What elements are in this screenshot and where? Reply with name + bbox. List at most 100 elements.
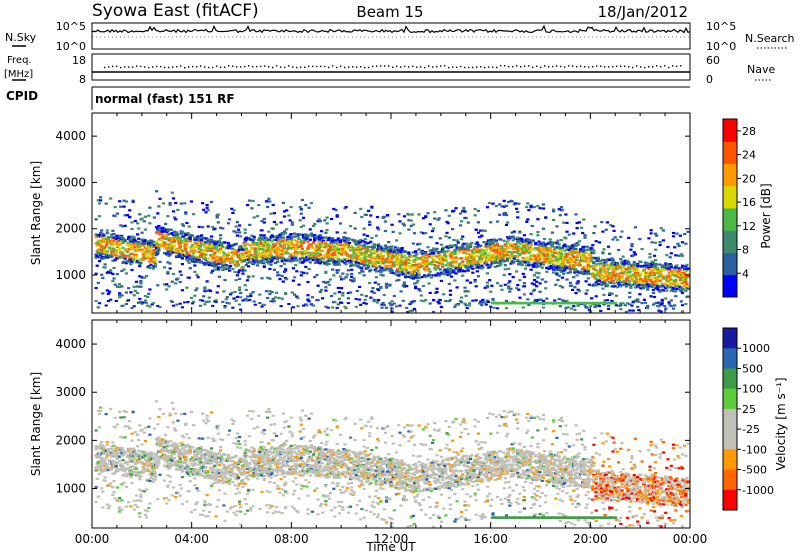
power-cell xyxy=(220,242,224,245)
power-cell xyxy=(495,282,500,285)
power-cell xyxy=(532,288,537,291)
power-cell xyxy=(183,301,187,304)
power-cell xyxy=(390,245,394,248)
power-cell xyxy=(373,281,377,284)
power-cell xyxy=(612,229,616,232)
power-cell xyxy=(104,202,108,205)
power-cell xyxy=(416,269,420,272)
nave-dot xyxy=(168,66,170,69)
power-cell xyxy=(649,295,653,298)
power-cell xyxy=(104,244,108,247)
power-cell xyxy=(504,299,509,302)
power-cell xyxy=(152,216,156,219)
power-cell xyxy=(247,276,251,279)
power-cell xyxy=(272,244,276,248)
power-cell xyxy=(210,253,214,256)
power-cell xyxy=(372,260,376,263)
power-cell xyxy=(166,237,170,240)
power-cell xyxy=(342,277,346,280)
power-cell xyxy=(250,256,254,259)
power-cell xyxy=(529,248,533,251)
power-cell xyxy=(370,252,374,255)
power-cell xyxy=(252,235,256,238)
power-cell xyxy=(388,283,392,286)
power-cell xyxy=(214,299,218,302)
nave-dot xyxy=(120,66,122,69)
power-cell xyxy=(217,239,221,243)
power-cell xyxy=(463,270,467,273)
power-cell xyxy=(466,290,470,293)
power-cell xyxy=(532,274,537,277)
power-cell xyxy=(558,305,562,308)
power-cell xyxy=(347,241,352,244)
power-cell xyxy=(227,251,232,254)
power-cell xyxy=(166,271,170,274)
nave-dot xyxy=(396,65,398,67)
power-cell xyxy=(112,240,116,243)
power-cell xyxy=(317,256,321,259)
power-cell xyxy=(428,291,432,294)
power-cell xyxy=(317,247,321,250)
power-cell xyxy=(244,238,248,241)
nave-dot xyxy=(440,65,442,67)
power-cell xyxy=(612,282,616,285)
power-cell xyxy=(110,233,114,236)
nave-dot xyxy=(564,66,566,68)
power-cell xyxy=(540,266,544,269)
power-cell xyxy=(428,274,432,277)
power-cell xyxy=(307,253,311,256)
power-cell xyxy=(324,231,328,234)
power-cell xyxy=(226,241,230,245)
power-cell xyxy=(242,255,246,258)
power-cell xyxy=(142,220,146,223)
power-cell xyxy=(628,271,632,274)
power-cell xyxy=(225,296,229,299)
power-cell xyxy=(124,272,128,275)
power-cell xyxy=(363,241,367,244)
power-cell xyxy=(309,244,313,247)
power-cell xyxy=(139,279,143,283)
power-cell xyxy=(310,296,315,299)
power-cell xyxy=(234,279,238,282)
power-cell xyxy=(499,238,503,241)
power-cell xyxy=(327,238,331,241)
power-cell xyxy=(210,200,214,203)
nave-dot xyxy=(208,66,210,69)
power-cell xyxy=(295,254,299,257)
power-cell xyxy=(243,269,247,272)
power-cell xyxy=(254,258,258,261)
power-cell xyxy=(229,293,233,296)
power-cell xyxy=(295,295,299,298)
power-cell xyxy=(205,206,209,209)
power-cell xyxy=(140,231,144,234)
power-cell xyxy=(619,235,623,238)
power-cell xyxy=(333,256,337,259)
power-cell xyxy=(164,222,168,225)
power-cell xyxy=(272,257,276,260)
power-cell xyxy=(134,249,139,252)
power-cell xyxy=(621,255,625,258)
power-cell xyxy=(467,302,472,305)
power-cell xyxy=(291,256,295,259)
power-cell xyxy=(184,211,188,214)
power-cell xyxy=(213,227,217,230)
power-cell xyxy=(562,272,566,275)
power-cell xyxy=(627,236,631,239)
power-cell xyxy=(418,242,422,245)
power-cell xyxy=(335,306,339,309)
power-cell xyxy=(382,215,386,218)
power-cell xyxy=(314,249,318,253)
power-cell xyxy=(350,268,354,271)
power-cell xyxy=(299,239,303,242)
power-cell xyxy=(146,295,150,298)
power-cell xyxy=(435,287,439,290)
power-cell xyxy=(111,237,115,241)
nave-dot xyxy=(336,66,338,69)
power-cell xyxy=(545,270,549,273)
power-cell xyxy=(257,204,261,207)
power-cell xyxy=(328,248,332,251)
power-cell xyxy=(296,296,300,300)
power-cell xyxy=(377,243,381,246)
power-cell xyxy=(382,304,386,307)
nave-dot xyxy=(652,66,654,68)
